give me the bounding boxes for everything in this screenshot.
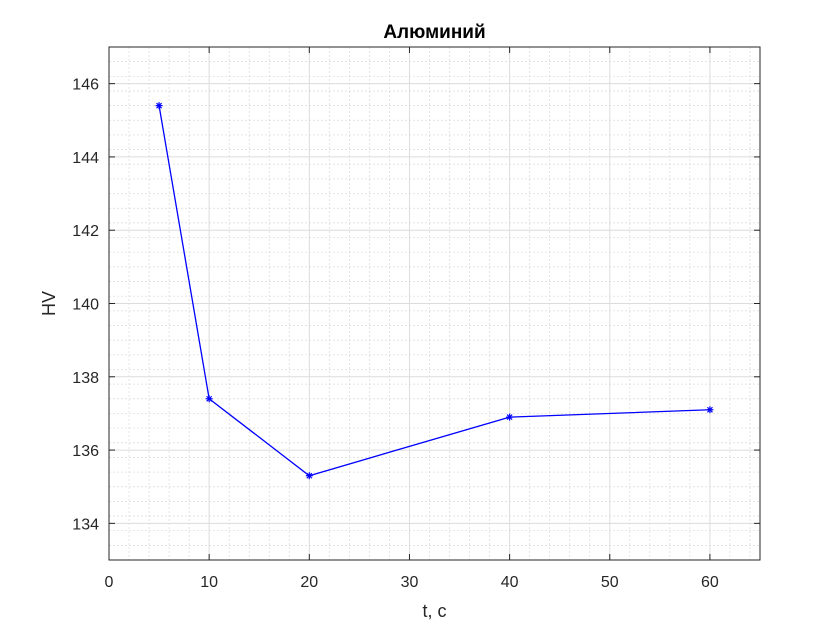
y-tick-label: 136 [72,443,99,460]
x-axis-ticks: 0 10 20 30 40 50 60 [105,47,719,591]
data-point-marker [155,102,163,110]
y-tick-label: 142 [72,223,99,240]
x-tick-label: 30 [401,574,419,591]
x-tick-label: 10 [200,574,218,591]
data-point-marker [506,413,514,421]
x-tick-label: 20 [300,574,318,591]
y-tick-label: 146 [72,77,99,94]
data-point-marker [706,406,714,414]
data-point-marker [205,395,213,403]
y-tick-label: 138 [72,370,99,387]
y-tick-label: 140 [72,297,99,314]
x-tick-label: 0 [105,574,114,591]
data-point-marker [305,472,313,480]
x-axis-label: t, с [422,601,446,621]
x-tick-label: 50 [601,574,619,591]
x-tick-label: 60 [701,574,719,591]
y-tick-label: 144 [72,150,99,167]
series-layer [155,102,714,480]
y-axis-ticks: 134 136 138 140 142 144 146 [72,77,760,533]
y-axis-label: HV [39,291,59,316]
x-tick-label: 40 [501,574,519,591]
y-tick-label: 134 [72,516,99,533]
chart-title: Алюминий [383,22,485,43]
